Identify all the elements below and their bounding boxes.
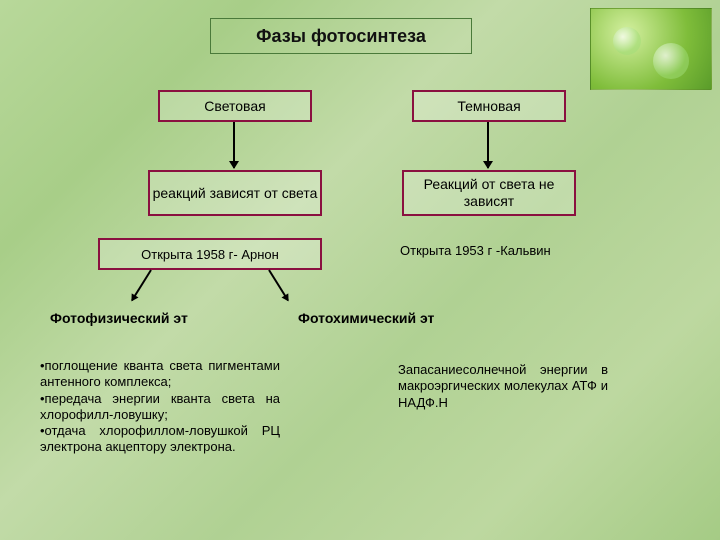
page-title-text: Фазы фотосинтеза [256, 26, 426, 47]
reactions-dark-box: Реакций от света не зависят [402, 170, 576, 216]
photochemical-details: Запасаниесолнечной энергии в макроэргиче… [398, 362, 608, 411]
photophysical-details: •поглощение кванта света пигментами анте… [40, 358, 280, 456]
phase-light-label: Световая [204, 98, 265, 114]
reactions-light-label: реакций зависят от света [153, 185, 318, 202]
phase-light-box: Световая [158, 90, 312, 122]
arrow-icon [487, 122, 489, 168]
arrow-icon [233, 122, 235, 168]
photophysical-details-text: •поглощение кванта света пигментами анте… [40, 358, 280, 454]
decorative-leaf-image [590, 8, 712, 90]
phase-dark-label: Темновая [457, 98, 520, 114]
arrow-icon [131, 269, 152, 301]
discovery-dark-text: Открыта 1953 г -Кальвин [400, 243, 551, 258]
stage-photophysical-label: Фотофизический эт [50, 310, 188, 326]
reactions-dark-label: Реакций от света не зависят [404, 176, 574, 210]
phase-dark-box: Темновая [412, 90, 566, 122]
stage-photochemical-label: Фотохимический эт [298, 310, 434, 326]
discovery-light-label: Открыта 1958 г- Арнон [141, 247, 279, 262]
photochemical-details-text: Запасаниесолнечной энергии в макроэргиче… [398, 362, 608, 410]
reactions-light-box: реакций зависят от света [148, 170, 322, 216]
arrow-icon [268, 269, 289, 301]
discovery-light-box: Открыта 1958 г- Арнон [98, 238, 322, 270]
page-title: Фазы фотосинтеза [210, 18, 472, 54]
